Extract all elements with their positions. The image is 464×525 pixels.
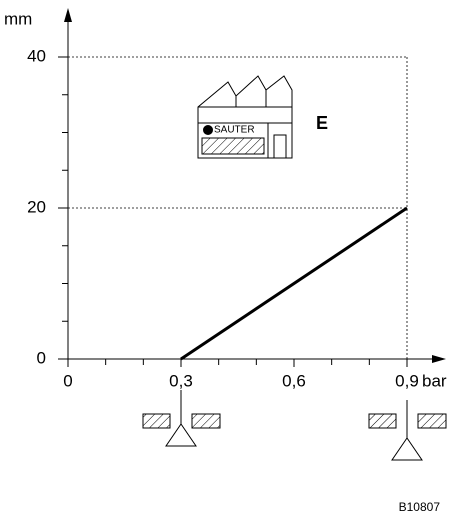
- factory-logo: [198, 76, 292, 158]
- logo-text: SAUTER: [214, 125, 255, 136]
- x-tick-label: 0,3: [169, 371, 193, 390]
- valve-symbol-closed: [143, 390, 220, 446]
- y-tick-label: 20: [27, 197, 46, 216]
- x-tick-label: 0,9: [395, 371, 419, 390]
- x-axis-label: bar: [422, 371, 447, 390]
- annotation: E: [316, 113, 328, 133]
- y-arrow: [64, 8, 72, 22]
- data-line: [181, 208, 407, 359]
- figure-code: B10807: [399, 500, 441, 514]
- valve-symbol-open: [369, 400, 446, 460]
- x-tick-label: 0,6: [282, 371, 306, 390]
- y-axis-label: mm: [4, 9, 32, 28]
- y-tick-label: 40: [27, 46, 46, 65]
- x-tick-label: 0: [63, 371, 72, 390]
- chart: mm bar SAUTER E B10807 0 20 40 0 0,3 0,6 0,9: [0, 0, 464, 525]
- y-tick-label: 0: [37, 348, 46, 367]
- x-arrow: [432, 355, 446, 363]
